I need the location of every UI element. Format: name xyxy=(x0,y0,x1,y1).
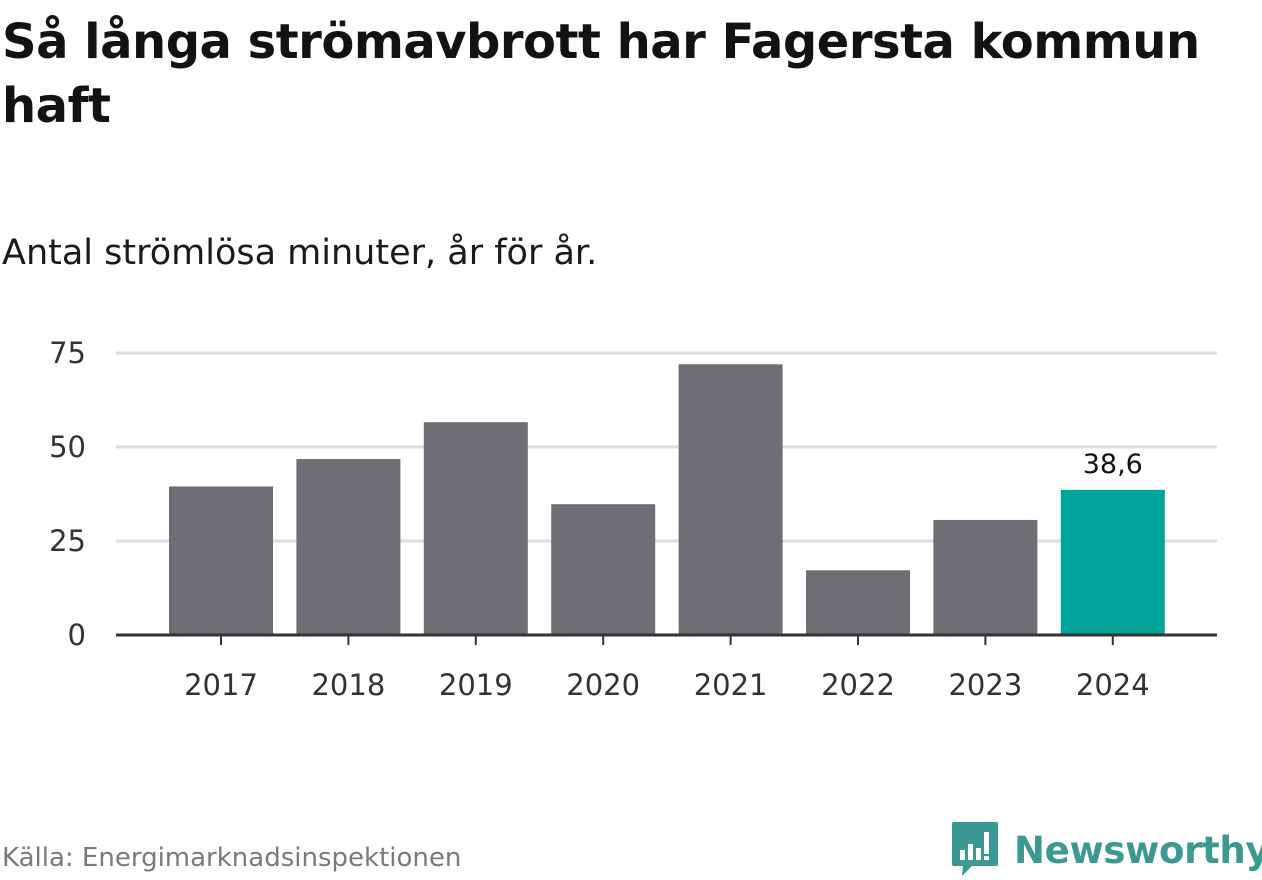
value-labels: 38,6 xyxy=(1083,449,1143,480)
brand-name: Newsworthy xyxy=(1014,828,1262,872)
bar-2018 xyxy=(296,459,401,635)
source-note: Källa: Energimarknadsinspektionen xyxy=(2,843,462,873)
y-tick-label: 75 xyxy=(49,336,86,370)
bar-2020 xyxy=(551,504,656,635)
x-tick-label: 2024 xyxy=(1076,668,1150,702)
x-tick-label: 2018 xyxy=(311,668,385,702)
bar-chart: 0 25 50 75 38,6 2017 2018 2019 2020 2021 2022 202… xyxy=(49,336,1217,702)
value-label: 38,6 xyxy=(1083,449,1143,480)
y-axis-ticks: 0 25 50 75 xyxy=(49,336,86,652)
y-tick-label: 50 xyxy=(49,430,86,464)
chart-title: Så långa strömavbrott har Fagersta kommu… xyxy=(2,14,1200,134)
bar-2022 xyxy=(806,570,910,635)
x-tick-label: 2023 xyxy=(948,668,1022,702)
bar-2019 xyxy=(423,422,528,635)
bars xyxy=(169,364,1165,635)
x-tick-label: 2017 xyxy=(184,668,258,702)
x-tick-label: 2019 xyxy=(439,668,513,702)
bar-2021 xyxy=(678,364,783,635)
y-tick-label: 0 xyxy=(68,618,86,652)
x-tick-label: 2022 xyxy=(821,668,895,702)
bar-2024 xyxy=(1060,489,1165,635)
gridlines xyxy=(116,351,1217,543)
x-axis-ticks: 2017 2018 2019 2020 2021 2022 2023 2024 xyxy=(184,635,1150,702)
chart-subtitle: Antal strömlösa minuter, år för år. xyxy=(2,233,598,273)
x-tick-label: 2020 xyxy=(566,668,640,702)
bar-2017 xyxy=(169,486,273,635)
newsworthy-logo-icon xyxy=(952,822,998,876)
y-tick-label: 25 xyxy=(49,524,86,558)
bar-2023 xyxy=(933,519,1038,635)
x-tick-label: 2021 xyxy=(694,668,768,702)
brand-logo[interactable]: Newsworthy xyxy=(950,820,1262,880)
